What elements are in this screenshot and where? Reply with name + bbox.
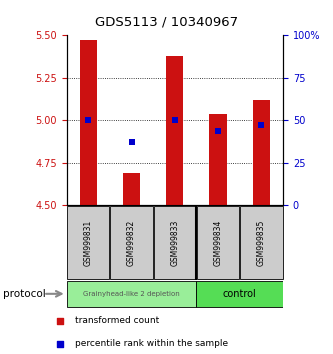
Bar [123, 173, 140, 205]
Point [215, 128, 221, 133]
Text: protocol: protocol [3, 289, 46, 299]
Text: GSM999833: GSM999833 [170, 219, 179, 266]
Text: GSM999834: GSM999834 [213, 219, 223, 266]
Text: Grainyhead-like 2 depletion: Grainyhead-like 2 depletion [83, 291, 180, 297]
Point [86, 118, 91, 123]
Text: GSM999831: GSM999831 [84, 219, 93, 266]
Point [57, 318, 63, 324]
FancyBboxPatch shape [240, 206, 283, 279]
FancyBboxPatch shape [110, 206, 153, 279]
Bar [209, 114, 227, 205]
Point [172, 118, 177, 123]
FancyBboxPatch shape [67, 281, 196, 307]
Bar [80, 40, 97, 205]
FancyBboxPatch shape [196, 281, 283, 307]
Point [259, 122, 264, 128]
FancyBboxPatch shape [154, 206, 196, 279]
Bar [166, 56, 183, 205]
Text: GDS5113 / 10340967: GDS5113 / 10340967 [95, 16, 238, 29]
Text: control: control [223, 289, 257, 299]
Point [129, 139, 134, 145]
Bar [253, 100, 270, 205]
Text: transformed count: transformed count [75, 316, 159, 325]
FancyBboxPatch shape [67, 206, 110, 279]
Text: percentile rank within the sample: percentile rank within the sample [75, 339, 228, 348]
Text: GSM999835: GSM999835 [257, 219, 266, 266]
Point [57, 341, 63, 347]
FancyBboxPatch shape [197, 206, 239, 279]
Text: GSM999832: GSM999832 [127, 219, 136, 266]
